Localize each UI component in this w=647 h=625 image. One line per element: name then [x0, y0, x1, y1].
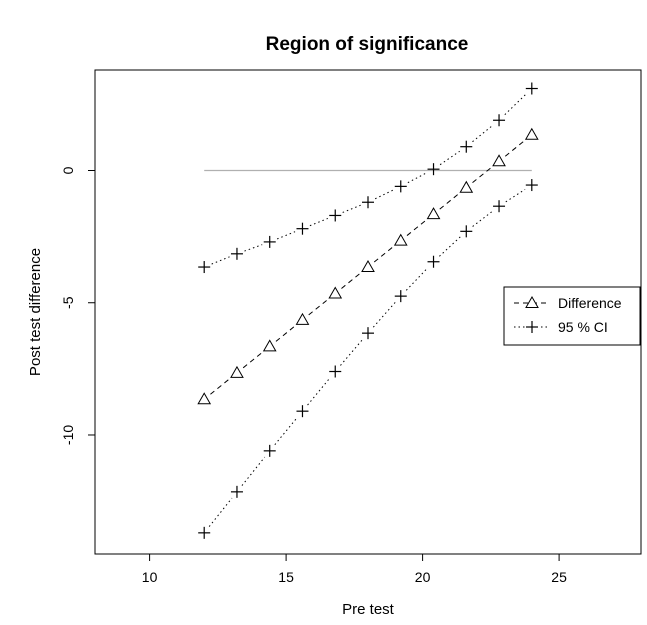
- plus-marker: [427, 163, 440, 176]
- axes-layer: 10 15 20 25 0 -5 -10: [60, 166, 567, 585]
- triangle-marker: [524, 127, 539, 140]
- plus-marker: [525, 82, 538, 95]
- x-tick-label: 10: [142, 569, 158, 585]
- series-line-segment: [504, 139, 526, 157]
- plus-marker: [230, 485, 243, 498]
- chart-title: Region of significance: [266, 34, 469, 55]
- series-line-segment: [275, 324, 297, 342]
- series-line-segment: [373, 245, 395, 263]
- triangle-marker: [492, 154, 506, 167]
- plus-marker: [362, 327, 374, 340]
- series-line-segment: [309, 217, 329, 227]
- triangle-marker: [459, 180, 474, 193]
- y-tick-label: -5: [60, 296, 76, 309]
- series-line-segment: [244, 244, 263, 252]
- series-line-segment: [210, 377, 232, 395]
- legend-box: [503, 286, 641, 346]
- triangle-marker: [230, 365, 244, 378]
- series-line-segment: [342, 204, 361, 213]
- series-line-segment: [504, 93, 527, 116]
- series-line-segment: [341, 271, 363, 289]
- series-line-segment: [372, 301, 396, 328]
- series-line-segment: [439, 236, 461, 257]
- series-line-segment: [407, 172, 427, 184]
- triangle-marker: [426, 207, 441, 220]
- triangle-marker: [197, 392, 212, 405]
- legend-label: Difference: [558, 295, 622, 311]
- series-line-segment: [406, 218, 428, 236]
- triangle-marker: [328, 286, 343, 299]
- series-2: [198, 179, 538, 539]
- series-line-segment: [241, 456, 266, 486]
- x-tick-label: 25: [551, 569, 567, 585]
- plus-marker: [526, 321, 538, 333]
- plus-marker: [329, 209, 342, 222]
- plus-marker: [493, 200, 506, 213]
- x-axis-label: Pre test: [342, 601, 395, 618]
- triangle-marker: [295, 312, 310, 325]
- plus-marker: [460, 225, 473, 238]
- plus-marker: [394, 290, 407, 303]
- series-line-segment: [472, 165, 494, 184]
- plus-marker: [198, 261, 211, 274]
- plus-marker: [329, 365, 342, 378]
- plus-marker: [493, 114, 506, 127]
- plus-marker: [296, 405, 309, 418]
- series-line-segment: [307, 377, 331, 406]
- legend-label: 95 % CI: [558, 319, 608, 335]
- series-line-segment: [211, 256, 230, 265]
- triangle-marker: [262, 339, 277, 352]
- plus-marker: [296, 222, 309, 235]
- series-0: [197, 127, 539, 405]
- series-line-segment: [308, 298, 330, 316]
- plus-marker: [198, 526, 211, 539]
- y-tick-label: 0: [60, 166, 76, 174]
- plus-marker: [525, 179, 538, 192]
- plus-marker: [263, 235, 276, 248]
- plus-marker: [460, 140, 473, 153]
- plus-marker: [362, 196, 374, 209]
- plus-marker: [263, 444, 276, 457]
- series-line-segment: [374, 189, 394, 200]
- series-line-segment: [276, 231, 296, 240]
- legend: Difference 95 % CI: [503, 286, 641, 346]
- series-1: [198, 82, 538, 274]
- series-line-segment: [405, 267, 429, 291]
- triangle-marker: [525, 295, 539, 308]
- y-axis-label: Post test difference: [27, 248, 44, 376]
- triangle-marker: [361, 260, 375, 273]
- plus-marker: [230, 247, 243, 260]
- series-line-segment: [505, 188, 526, 203]
- plus-marker: [427, 255, 440, 268]
- y-tick-label: -10: [60, 425, 76, 445]
- series-line-segment: [439, 192, 461, 210]
- x-tick-label: 15: [278, 569, 294, 585]
- legend-items: Difference 95 % CI: [514, 295, 622, 335]
- series-line-segment: [208, 497, 233, 527]
- series-line-segment: [274, 417, 298, 446]
- series-line-segment: [242, 351, 264, 369]
- triangle-marker: [393, 233, 408, 246]
- plus-marker: [394, 180, 407, 193]
- series-line-segment: [340, 338, 364, 366]
- plot-frame: [94, 69, 642, 555]
- x-tick-label: 20: [415, 569, 431, 585]
- series-layer: [197, 82, 539, 539]
